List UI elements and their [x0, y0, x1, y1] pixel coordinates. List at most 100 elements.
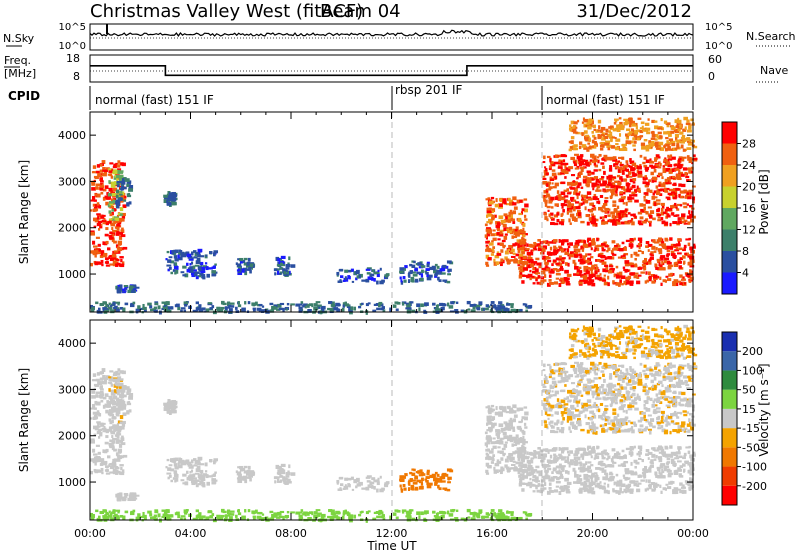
- power-echo-cell: [107, 173, 112, 176]
- power-echo-cell: [599, 177, 604, 181]
- power-echo-cell: [435, 304, 439, 309]
- power-echo-cell: [617, 256, 621, 259]
- power-echo-cell: [205, 266, 209, 271]
- velocity-echo-cell: [93, 433, 97, 436]
- power-echo-cell: [542, 161, 546, 164]
- velocity-echo-cell: [577, 456, 581, 461]
- power-echo-cell: [671, 168, 675, 172]
- power-echo-cell: [132, 301, 136, 305]
- power-echo-cell: [537, 275, 541, 279]
- power-echo-cell: [400, 279, 403, 283]
- velocity-echo-cell: [637, 482, 642, 485]
- power-echo-cell: [546, 205, 551, 209]
- velocity-echo-cell: [104, 460, 108, 465]
- power-echo-cell: [425, 268, 430, 272]
- power-echo-cell: [596, 274, 601, 278]
- power-echo-cell: [660, 207, 664, 212]
- velocity-echo-cell: [679, 482, 683, 486]
- velocity-echo-cell: [614, 452, 618, 456]
- velocity-echo-cell: [369, 481, 373, 486]
- power-echo-cell: [618, 148, 624, 152]
- velocity-echo-cell: [553, 489, 559, 493]
- power-echo-cell: [666, 249, 671, 253]
- power-echo-cell: [448, 305, 454, 309]
- velocity-echo-cell: [637, 451, 641, 454]
- power-echo-cell: [686, 203, 689, 206]
- power-echo-cell: [648, 179, 652, 183]
- power-echo-cell: [344, 269, 349, 273]
- power-echo-cell: [556, 212, 560, 216]
- velocity-echo-cell: [525, 456, 530, 459]
- velocity-echo-cell: [336, 479, 340, 484]
- power-echo-cell: [520, 211, 523, 215]
- power-echo-cell: [645, 199, 651, 204]
- velocity-echo-cell: [522, 470, 525, 475]
- power-echo-cell: [117, 240, 123, 245]
- velocity-echo-cell: [576, 385, 579, 388]
- power-echo-cell: [406, 309, 412, 314]
- power-echo-cell: [572, 199, 577, 202]
- power-echo-cell: [676, 280, 682, 283]
- power-echo-cell: [554, 154, 558, 159]
- velocity-echo-cell: [607, 455, 611, 459]
- velocity-echo-cell: [546, 476, 550, 479]
- power-echo-cell: [641, 203, 646, 207]
- power-echo-cell: [488, 207, 492, 210]
- power-echo-cell: [191, 274, 196, 278]
- power-echo-cell: [567, 181, 572, 186]
- velocity-echo-cell: [582, 463, 586, 467]
- power-echo-cell: [577, 175, 581, 178]
- power-echo-cell: [599, 216, 603, 220]
- velocity-echo-cell: [564, 459, 570, 463]
- power-echo-cell: [595, 196, 598, 200]
- power-echo-cell: [177, 254, 180, 259]
- velocity-echo-cell: [688, 445, 692, 449]
- velocity-echo-cell: [656, 466, 661, 470]
- power-echo-cell: [637, 274, 642, 277]
- power-echo-cell: [597, 129, 602, 132]
- velocity-echo-cell: [90, 407, 95, 410]
- velocity-echo-cell: [563, 447, 569, 451]
- power-echo-cell: [585, 214, 590, 218]
- velocity-echo-cell: [570, 404, 575, 409]
- power-echo-cell: [592, 187, 595, 191]
- power-echo-cell: [227, 301, 231, 305]
- velocity-echo-cell: [637, 457, 642, 460]
- power-echo-cell: [610, 192, 614, 197]
- power-echo-cell: [654, 241, 659, 244]
- freq-right-tick-bottom: 0: [708, 70, 715, 83]
- velocity-echo-cell: [522, 435, 525, 440]
- power-echo-cell: [491, 217, 495, 221]
- power-echo-cell: [241, 268, 245, 273]
- power-echo-cell: [525, 248, 530, 251]
- velocity-echo-cell: [184, 481, 189, 486]
- velocity-echo-cell: [402, 484, 406, 488]
- power-echo-cell: [111, 181, 115, 185]
- power-echo-cell: [665, 275, 669, 278]
- power-echo-cell: [628, 117, 633, 122]
- velocity-echo-cell: [238, 474, 242, 477]
- power-echo-cell: [648, 215, 653, 219]
- power-echo-cell: [166, 197, 170, 201]
- velocity-echo-cell: [590, 474, 595, 478]
- power-echo-cell: [431, 265, 436, 269]
- power-echo-cell: [285, 267, 290, 270]
- power-echo-cell: [574, 242, 580, 246]
- velocity-echo-cell: [520, 464, 525, 468]
- power-echo-cell: [537, 239, 541, 242]
- power-echo-cell: [576, 155, 581, 160]
- velocity-echo-cell: [597, 462, 602, 466]
- velocity-echo-cell: [96, 412, 100, 416]
- power-echo-cell: [617, 166, 623, 170]
- power-echo-cell: [93, 245, 98, 248]
- power-echo-cell: [109, 257, 115, 262]
- velocity-echo-cell: [213, 481, 217, 484]
- power-echo-cell: [524, 303, 528, 307]
- velocity-echo-cell: [350, 476, 354, 480]
- power-echo-cell: [510, 259, 515, 262]
- power-echo-cell: [179, 249, 183, 254]
- power-echo-cell: [206, 273, 210, 278]
- power-echo-cell: [507, 216, 511, 220]
- power-echo-cell: [500, 229, 505, 232]
- power-echo-cell: [519, 260, 523, 264]
